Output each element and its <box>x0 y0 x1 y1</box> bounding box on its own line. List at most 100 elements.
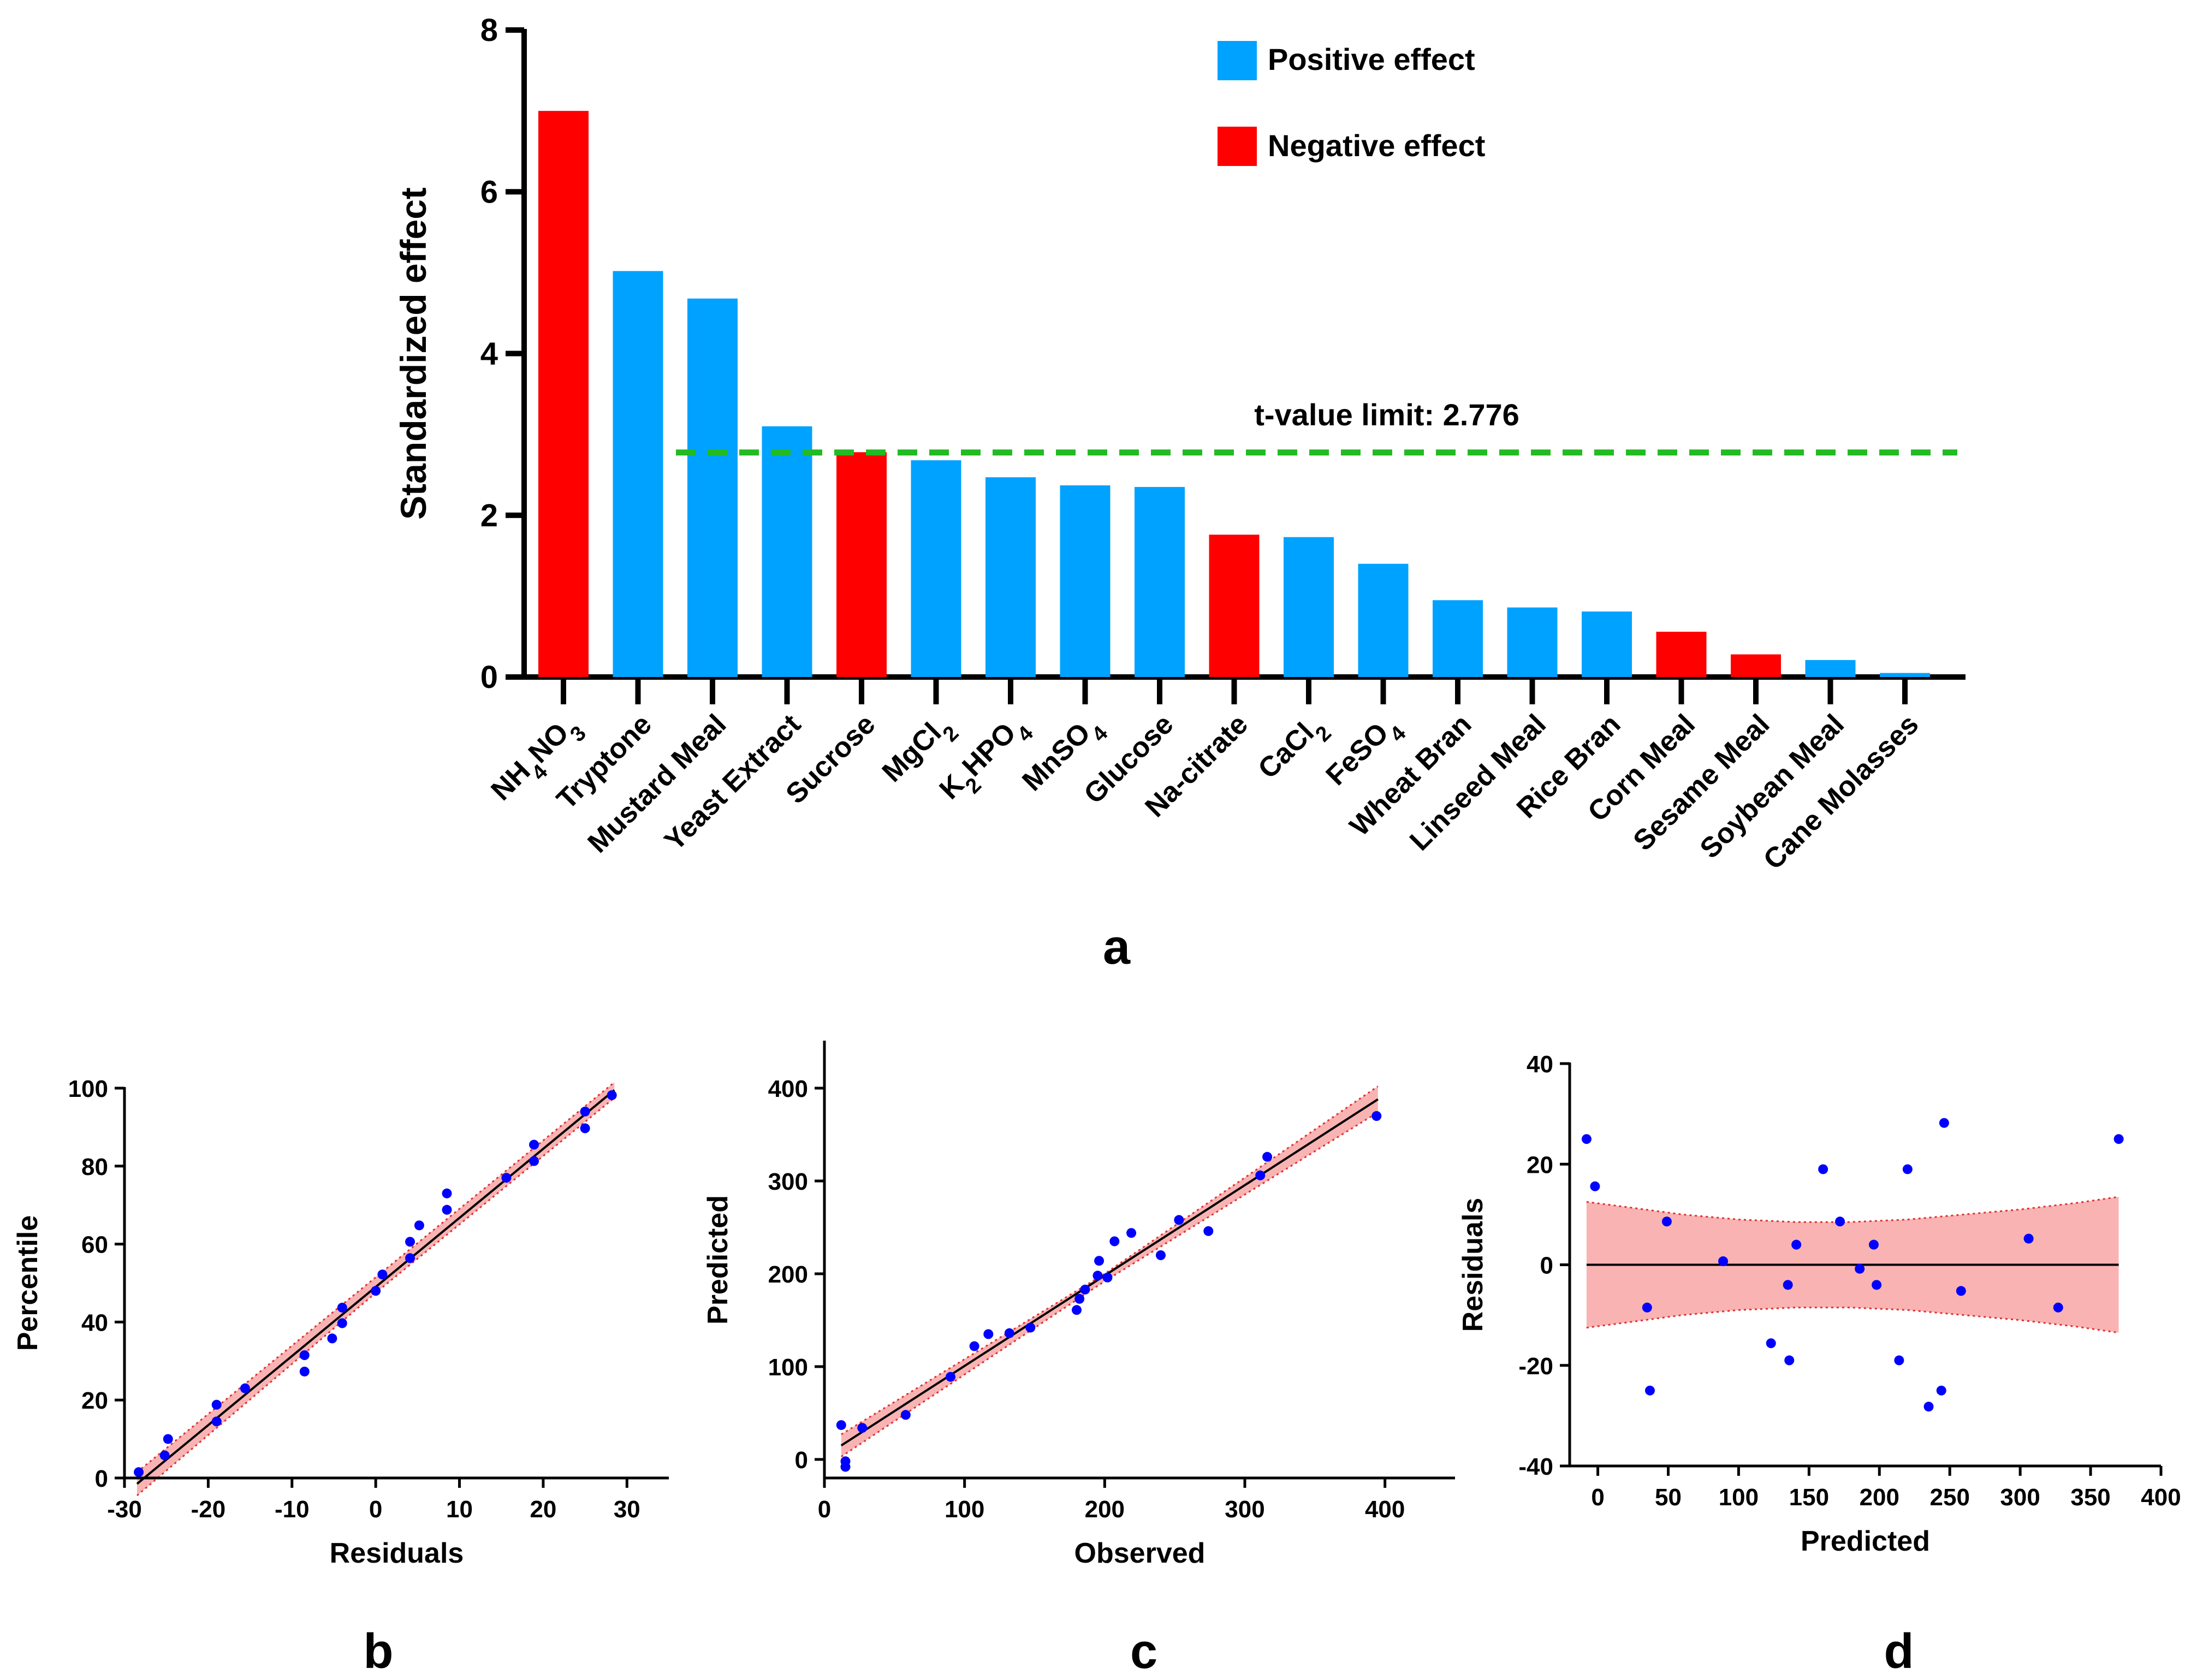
y-tick-label: 60 <box>81 1232 108 1258</box>
data-point <box>580 1106 590 1117</box>
data-point <box>1262 1151 1273 1162</box>
data-point <box>1784 1355 1795 1366</box>
bar-wheat-bran <box>1433 600 1483 677</box>
bar-na-citrate <box>1209 535 1260 677</box>
data-point <box>299 1367 310 1377</box>
confidence-band-lower <box>840 1111 1379 1458</box>
y-tick-label: 20 <box>81 1387 108 1414</box>
data-point <box>1783 1280 1793 1290</box>
bar-yeast-extract <box>762 426 812 677</box>
data-point <box>900 1410 911 1420</box>
data-point <box>529 1156 539 1166</box>
predicted-vs-observed-plot: 0 100 200 300 400 0 100 200 300 400 Observed Predic… <box>702 1041 1455 1569</box>
bar-nh4no3 <box>538 111 589 677</box>
x-tick-label: 20 <box>530 1496 556 1523</box>
x-tick-label: 0 <box>818 1496 831 1523</box>
y-axis-title: Residuals <box>1457 1198 1489 1332</box>
bar-mnso4 <box>1060 485 1111 677</box>
data-point <box>983 1329 994 1339</box>
data-point <box>163 1434 173 1444</box>
data-point <box>1174 1215 1184 1225</box>
data-point <box>240 1383 250 1393</box>
legend-label-negative: Negative effect <box>1268 128 1485 163</box>
bar-rice-bran <box>1582 612 1632 677</box>
data-point <box>1092 1271 1103 1281</box>
data-point <box>2113 1134 2124 1144</box>
data-point <box>337 1302 347 1313</box>
x-tick-label: 100 <box>1719 1484 1759 1511</box>
data-point <box>159 1450 170 1461</box>
y-tick-label: -20 <box>1518 1353 1553 1380</box>
legend-swatch-negative <box>1218 127 1257 166</box>
x-axis-title: Predicted <box>1801 1525 1930 1557</box>
confidence-band-upper <box>136 1082 615 1473</box>
data-point <box>405 1237 415 1247</box>
x-axis-title: Observed <box>1074 1537 1206 1569</box>
data-point <box>1894 1355 1904 1366</box>
y-tick-label: 80 <box>81 1154 108 1180</box>
y-tick-label: 0 <box>480 660 498 695</box>
bar-mgcl2 <box>911 460 961 677</box>
data-point <box>414 1220 424 1231</box>
y-tick-label: 0 <box>95 1465 108 1492</box>
x-tick-label: 200 <box>1085 1496 1125 1523</box>
data-point <box>1791 1239 1802 1250</box>
bar-cacl2 <box>1284 537 1334 677</box>
data-point <box>134 1467 144 1477</box>
confidence-band-upper <box>841 1085 1379 1435</box>
x-tick-label: -30 <box>107 1496 142 1523</box>
data-point <box>946 1372 955 1382</box>
panel-label-c: c <box>1130 1624 1157 1679</box>
data-point <box>1004 1328 1014 1338</box>
y-tick-label: 4 <box>480 336 498 372</box>
data-point <box>836 1420 846 1430</box>
bar-sesame-meal <box>1731 654 1781 677</box>
x-tick-label: 0 <box>369 1496 382 1523</box>
data-point <box>1855 1263 1865 1274</box>
data-point <box>1868 1239 1879 1250</box>
data-point <box>1102 1272 1113 1283</box>
data-point <box>857 1423 868 1433</box>
y-tick-label: 6 <box>480 174 498 210</box>
confidence-band-lower <box>136 1097 615 1497</box>
category-label: CaCl2 <box>1252 708 1335 792</box>
y-axis-title: Percentile <box>12 1215 44 1351</box>
data-point <box>337 1318 347 1328</box>
data-point <box>1094 1256 1105 1266</box>
confidence-band-upper <box>1586 1196 2119 1223</box>
data-point <box>501 1173 512 1183</box>
data-point <box>1835 1216 1845 1227</box>
panel-label-d: d <box>1884 1624 1914 1679</box>
x-tick-label: 100 <box>945 1496 984 1523</box>
data-point <box>1581 1134 1592 1144</box>
data-point <box>1590 1181 1600 1191</box>
data-point <box>1644 1385 1655 1396</box>
data-point <box>1872 1280 1882 1290</box>
data-point <box>840 1462 851 1472</box>
panel-label-b: b <box>364 1624 394 1679</box>
data-point <box>1939 1118 1949 1128</box>
x-tick-label: 300 <box>1225 1496 1264 1523</box>
panel-label-a: a <box>1103 920 1131 975</box>
x-tick-label: -10 <box>275 1496 310 1523</box>
data-point <box>405 1253 415 1263</box>
bar-tryptone <box>613 271 663 678</box>
bar-k2hpo4 <box>985 477 1036 677</box>
y-axis-title: Predicted <box>702 1195 734 1325</box>
data-point <box>2023 1233 2034 1244</box>
data-point <box>1109 1236 1120 1246</box>
data-point <box>1902 1164 1913 1174</box>
y-tick-label: 2 <box>480 498 498 533</box>
x-tick-label: 250 <box>1930 1484 1970 1511</box>
confidence-band-lower <box>1586 1307 2119 1334</box>
data-point <box>1080 1284 1090 1295</box>
residuals-vs-predicted-plot: 0 50 100 150 200 250 300 350 400 -40 -20 0 20 40 Predi… <box>1457 1051 2181 1557</box>
data-point <box>1072 1305 1082 1315</box>
x-tick-label: 0 <box>1591 1484 1604 1511</box>
data-point <box>1718 1256 1729 1267</box>
legend-swatch-positive <box>1218 41 1257 80</box>
y-tick-label: 40 <box>81 1309 108 1336</box>
data-point <box>1936 1385 1946 1396</box>
